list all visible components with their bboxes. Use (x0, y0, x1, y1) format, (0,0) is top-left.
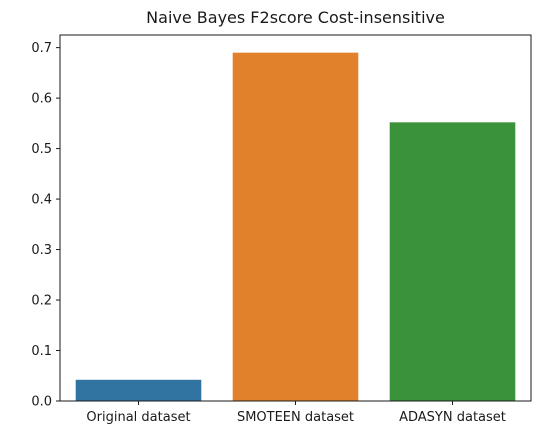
x-tick-label: SMOTEEN dataset (237, 410, 354, 425)
bar-adasyn-dataset (389, 122, 516, 401)
x-axis: Original dataset SMOTEEN dataset ADASYN da… (86, 401, 506, 425)
y-tick-label: 0.3 (31, 243, 52, 258)
x-tick-label: ADASYN dataset (399, 410, 506, 425)
y-tick-label: 0.2 (31, 294, 52, 309)
y-axis: 0.0 0.1 0.2 0.3 0.4 0.5 0.6 0.7 (31, 41, 60, 410)
y-tick-label: 0.6 (31, 92, 52, 107)
x-tick-label: Original dataset (86, 410, 190, 425)
y-tick-label: 0.5 (31, 142, 52, 157)
bars-layer (75, 52, 516, 401)
chart-title: Naive Bayes F2score Cost-insensitive (146, 8, 445, 27)
y-tick-label: 0.1 (31, 344, 52, 359)
bar-smoteen-dataset (232, 52, 359, 401)
y-tick-label: 0.4 (31, 193, 52, 208)
y-tick-label: 0.0 (31, 395, 52, 410)
plot-frame (59, 34, 532, 402)
y-tick-label: 0.7 (31, 41, 52, 56)
bar-original-dataset (75, 379, 202, 401)
